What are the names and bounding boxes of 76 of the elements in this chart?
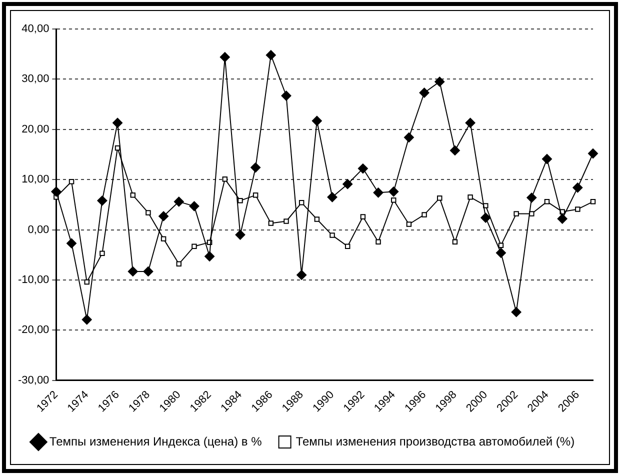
point	[143, 266, 154, 276]
point	[250, 162, 261, 173]
point	[128, 266, 138, 276]
point	[97, 196, 108, 206]
point	[266, 50, 276, 60]
point	[160, 236, 166, 242]
point	[437, 196, 442, 201]
point	[404, 132, 414, 142]
point	[100, 250, 105, 256]
point	[422, 212, 427, 218]
point	[192, 244, 197, 249]
point	[557, 214, 568, 224]
point	[235, 230, 246, 240]
point	[544, 199, 550, 204]
point	[204, 251, 215, 262]
point	[572, 182, 583, 193]
y-tick-label: -20,00	[18, 324, 50, 336]
y-tick-label: 10,00	[22, 174, 50, 186]
point	[158, 211, 169, 222]
point	[82, 314, 92, 325]
point	[390, 198, 396, 203]
point	[189, 201, 200, 212]
point	[419, 88, 430, 98]
point	[252, 192, 258, 198]
point	[296, 270, 307, 280]
point	[514, 211, 519, 216]
point	[84, 279, 90, 285]
point	[358, 164, 368, 174]
point	[496, 248, 506, 258]
y-tick-label: -10,00	[18, 274, 50, 286]
point	[312, 116, 322, 126]
point	[498, 242, 504, 248]
y-tick-label: 0,00	[28, 224, 50, 236]
point	[222, 176, 228, 182]
point	[376, 239, 381, 244]
point	[314, 216, 320, 222]
point	[51, 186, 62, 197]
legend-label: Темпы изменения производства автомобилей (%)	[296, 434, 575, 448]
point	[360, 214, 366, 220]
point	[284, 218, 289, 224]
point	[373, 188, 384, 198]
point	[511, 307, 522, 318]
point	[388, 186, 399, 197]
point	[344, 244, 350, 249]
legend-label: Темпы изменения Индекса (цена) в %	[49, 434, 262, 448]
y-tick-label: 20,00	[22, 123, 50, 136]
point	[452, 239, 458, 244]
y-tick-label: -30,00	[18, 374, 50, 386]
y-tick-label: 30,00	[22, 73, 50, 86]
point	[66, 238, 77, 248]
point	[327, 192, 338, 202]
point	[465, 118, 476, 128]
point	[342, 179, 353, 190]
point	[112, 118, 123, 128]
point	[406, 222, 412, 227]
point	[220, 52, 230, 62]
point	[268, 220, 274, 226]
point	[281, 90, 292, 101]
point	[298, 200, 304, 206]
point	[575, 206, 580, 212]
point	[480, 212, 491, 223]
point	[588, 148, 598, 158]
point	[434, 76, 445, 87]
point	[330, 232, 335, 238]
point	[68, 178, 74, 184]
point	[468, 194, 473, 200]
y-tick-label: 40,00	[22, 23, 50, 36]
point	[176, 261, 182, 267]
point	[174, 196, 184, 207]
point	[238, 198, 243, 204]
point	[450, 145, 460, 156]
point	[526, 192, 537, 203]
point	[130, 192, 136, 198]
point	[590, 199, 596, 204]
point	[542, 154, 552, 164]
point	[146, 210, 151, 216]
